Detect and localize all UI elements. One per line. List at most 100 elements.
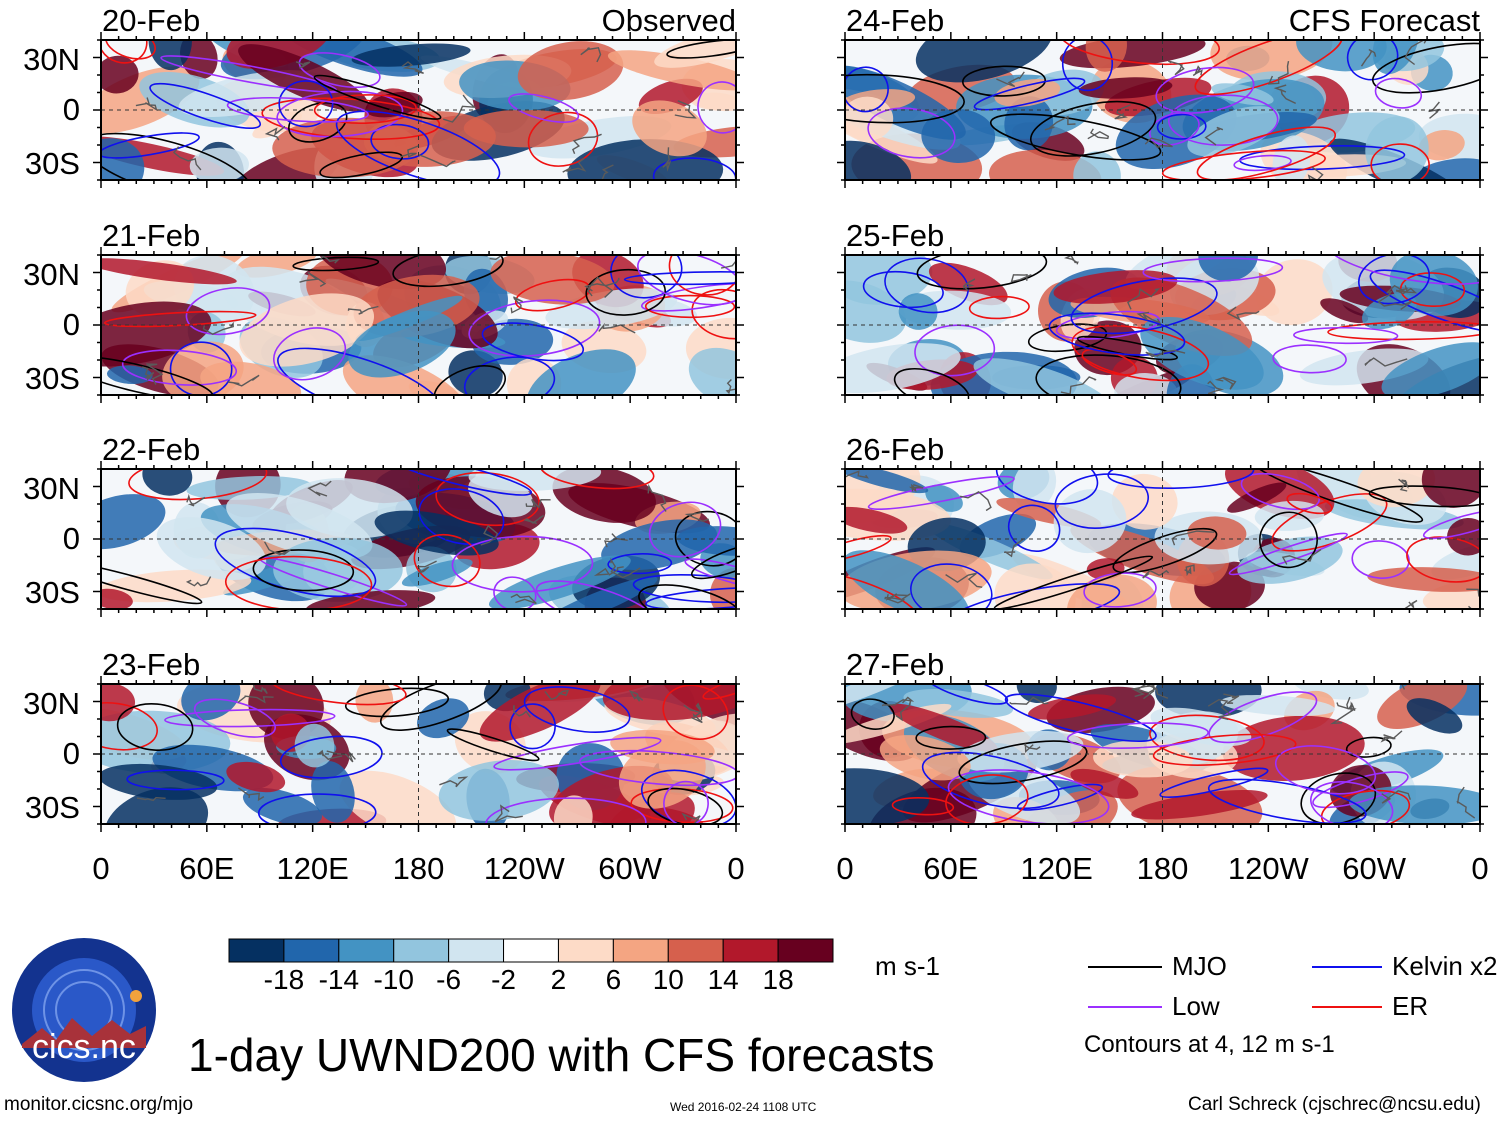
lon-tick-label: 60W bbox=[1342, 851, 1407, 886]
mjo-contour bbox=[392, 255, 504, 288]
colorbar-box bbox=[338, 938, 395, 963]
kelvin-contour bbox=[149, 82, 262, 129]
mjo-contour bbox=[1259, 511, 1318, 569]
kelvin-contour bbox=[463, 356, 556, 395]
er-contour bbox=[845, 534, 892, 564]
coastline bbox=[1226, 306, 1260, 321]
coastline bbox=[264, 126, 286, 141]
anomaly-shading bbox=[189, 147, 249, 180]
anomaly-shading bbox=[351, 43, 471, 67]
anomaly-shading bbox=[973, 358, 1113, 395]
lat-tick-label: 30S bbox=[24, 790, 80, 825]
coastline bbox=[845, 470, 869, 479]
er-contour bbox=[702, 684, 736, 700]
kelvin-contour bbox=[1054, 473, 1150, 529]
coastline bbox=[417, 153, 456, 168]
coastline bbox=[598, 322, 636, 334]
coastline bbox=[442, 94, 477, 123]
anomaly-shading bbox=[1418, 130, 1465, 161]
lon-tick-label: 0 bbox=[92, 851, 110, 886]
website-link[interactable]: monitor.cicsnc.org/mjo bbox=[4, 1094, 194, 1115]
kelvin-contour bbox=[973, 77, 1086, 111]
lon-tick-label: 0 bbox=[727, 851, 745, 886]
panel-source-label: CFS Forecast bbox=[1288, 3, 1480, 38]
coastline bbox=[610, 557, 641, 579]
coastline bbox=[263, 541, 291, 556]
coastline bbox=[347, 305, 379, 315]
low-contour bbox=[493, 736, 662, 771]
anomaly-shading bbox=[401, 558, 473, 587]
coastline bbox=[1207, 698, 1232, 721]
anomaly-shading bbox=[417, 698, 470, 739]
legend-line-er bbox=[1312, 1006, 1382, 1008]
kelvin-contour bbox=[1358, 255, 1431, 305]
coastline bbox=[510, 296, 524, 314]
panel-date-label: 22-Feb bbox=[102, 432, 201, 467]
coastline bbox=[1136, 311, 1162, 325]
low-contour bbox=[1155, 66, 1255, 114]
low-contour bbox=[1374, 77, 1423, 109]
low-contour bbox=[1312, 771, 1409, 809]
anomaly-shading bbox=[845, 140, 912, 180]
low-contour bbox=[1142, 257, 1284, 283]
mjo-contour bbox=[1035, 354, 1182, 395]
coastline bbox=[683, 704, 703, 724]
anomaly-shading bbox=[348, 310, 456, 378]
coastline bbox=[172, 146, 202, 171]
anomaly-shading bbox=[921, 108, 996, 164]
coastline bbox=[681, 812, 701, 824]
colorbar-units: m s-1 bbox=[875, 951, 940, 981]
low-contour bbox=[273, 327, 347, 381]
anomaly-shading bbox=[490, 255, 615, 305]
legend-label-low: Low bbox=[1172, 991, 1220, 1021]
legend-line-mjo bbox=[1088, 966, 1162, 968]
colorbar-box bbox=[557, 938, 614, 963]
coastline bbox=[237, 787, 265, 802]
kelvin-contour bbox=[910, 563, 993, 609]
panel-23-Feb bbox=[93, 676, 744, 832]
colorbar-tick-label: -10 bbox=[373, 964, 414, 995]
anomaly-shading bbox=[1028, 694, 1117, 720]
coastline bbox=[1207, 380, 1225, 395]
coastline bbox=[959, 491, 992, 512]
anomaly-shading bbox=[535, 576, 658, 609]
er-contour bbox=[224, 555, 373, 609]
coastline bbox=[480, 524, 499, 546]
mjo-contour bbox=[344, 687, 450, 718]
mjo-contour bbox=[1371, 42, 1480, 94]
anomaly-shading bbox=[632, 100, 707, 157]
lon-tick-label: 0 bbox=[836, 851, 854, 886]
mjo-contour bbox=[101, 355, 214, 395]
coastline bbox=[586, 276, 614, 299]
er-contour bbox=[968, 295, 1030, 320]
coastline bbox=[1428, 101, 1441, 119]
colorbar-tick-label: 14 bbox=[707, 964, 739, 995]
kelvin-contour bbox=[277, 347, 445, 395]
coastline bbox=[135, 97, 158, 112]
low-contour bbox=[484, 797, 647, 824]
coastline bbox=[295, 61, 311, 69]
low-contour bbox=[640, 283, 736, 312]
er-contour bbox=[103, 310, 257, 328]
low-contour bbox=[1066, 722, 1209, 749]
panel-24-Feb bbox=[837, 32, 1488, 188]
kelvin-contour bbox=[921, 751, 1060, 810]
anomaly-shading bbox=[1070, 768, 1139, 799]
panel-20-Feb bbox=[93, 32, 744, 188]
coastline bbox=[1204, 126, 1224, 146]
kelvin-contour bbox=[1346, 40, 1399, 81]
coastline bbox=[1003, 538, 1024, 558]
mjo-contour bbox=[433, 365, 506, 395]
anomaly-shading bbox=[845, 506, 908, 534]
mjo-contour bbox=[674, 510, 736, 567]
kelvin-contour bbox=[523, 686, 631, 733]
timestamp: Wed 2016-02-24 1108 UTC bbox=[670, 1100, 817, 1114]
lon-tick-label: 120E bbox=[1020, 851, 1093, 886]
coastline bbox=[416, 560, 437, 575]
low-contour bbox=[164, 708, 336, 728]
legend-line-low bbox=[1088, 1006, 1162, 1008]
coastline bbox=[1404, 599, 1418, 609]
low-contour bbox=[1310, 781, 1394, 824]
coastline bbox=[1009, 696, 1049, 705]
